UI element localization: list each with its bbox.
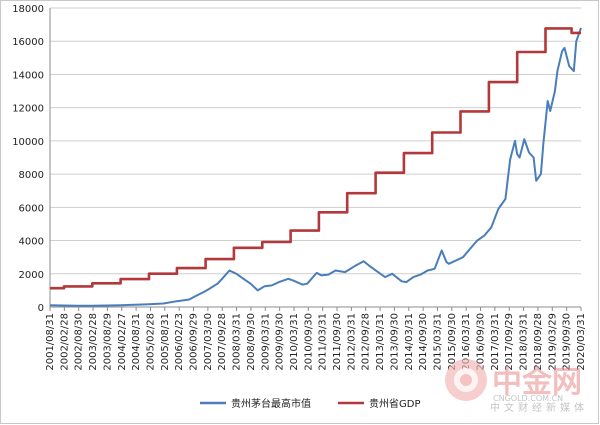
x-tick-label: 2018/03/31: [519, 313, 530, 371]
legend-label: 贵州省GDP: [369, 397, 420, 410]
x-tick-label: 2008/03/31: [232, 313, 243, 371]
x-tick-label: 2014/09/30: [418, 313, 429, 371]
y-tick-label: 18000: [12, 4, 44, 15]
y-tick-label: 14000: [12, 70, 44, 81]
x-tick-label: 2015/03/31: [432, 313, 443, 371]
x-tick-label: 2006/02/23: [174, 313, 185, 371]
x-tick-label: 2019/03/29: [547, 313, 558, 371]
x-tick-label: 2017/03/31: [490, 313, 501, 371]
watermark-tagline: 中文财经新媒体: [490, 401, 588, 414]
x-tick-label: 2014/03/31: [404, 313, 415, 371]
grid-lines: [50, 7, 581, 275]
x-tick-label: 2001/08/31: [45, 313, 56, 371]
x-tick-label: 2018/09/28: [533, 313, 544, 371]
x-tick-label: 2012/03/31: [346, 313, 357, 371]
x-tick-label: 2011/09/30: [332, 313, 343, 371]
x-tick-label: 2005/08/31: [160, 313, 171, 371]
x-tick-label: 2005/02/28: [145, 313, 156, 371]
legend: 贵州茅台最高市值 贵州省GDP: [200, 397, 420, 410]
x-axis-ticks: 2001/08/31 2002/02/28 2002/08/30 2003/02/28…: [45, 307, 587, 371]
y-tick-label: 6000: [19, 203, 44, 214]
x-tick-label: 2011/03/31: [318, 313, 329, 371]
x-tick-label: 2012/09/28: [361, 313, 372, 371]
x-tick-label: 2019/09/30: [562, 313, 573, 371]
x-tick-label: 2020/03/31: [576, 313, 587, 371]
y-tick-label: 2000: [19, 270, 44, 281]
x-tick-label: 2002/08/30: [74, 313, 85, 371]
x-tick-label: 2007/09/28: [217, 313, 228, 371]
x-tick-label: 2002/02/28: [59, 313, 70, 371]
x-tick-label: 2004/08/31: [131, 313, 142, 371]
x-tick-label: 2003/08/29: [102, 313, 113, 371]
watermark-logo-core: [460, 374, 472, 386]
x-tick-label: 2004/02/27: [117, 313, 128, 371]
legend-label: 贵州茅台最高市值: [231, 397, 311, 410]
watermark-brand: 中金网: [492, 365, 582, 400]
x-tick-label: 2010/09/30: [303, 313, 314, 371]
y-tick-label: 10000: [12, 137, 44, 148]
y-axis-ticks: 0 2000 4000 6000 8000 10000 12000 14000 16000 180…: [12, 4, 44, 314]
y-tick-label: 16000: [12, 37, 44, 48]
x-tick-label: 2013/09/30: [389, 313, 400, 371]
x-tick-label: 2016/03/31: [461, 313, 472, 371]
y-tick-label: 8000: [19, 170, 44, 181]
y-tick-label: 4000: [19, 237, 44, 248]
x-tick-label: 2013/03/31: [375, 313, 386, 371]
x-tick-label: 2017/09/29: [504, 313, 515, 371]
series-layer: [49, 27, 582, 307]
x-tick-label: 2006/09/29: [189, 313, 200, 371]
y-tick-label: 0: [38, 303, 44, 314]
x-tick-label: 2009/09/30: [275, 313, 286, 371]
watermark-url: CNGOLD.COM.CN: [493, 394, 563, 403]
x-tick-label: 2009/03/31: [260, 313, 271, 371]
series-line-2: [50, 27, 581, 290]
y-tick-label: 12000: [12, 104, 44, 115]
x-tick-label: 2015/09/30: [447, 313, 458, 371]
x-tick-label: 2003/02/28: [88, 313, 99, 371]
series-line-1: [49, 27, 582, 307]
watermark: 中金网 CNGOLD.COM.CN 中文财经新媒体: [445, 359, 588, 414]
x-tick-label: 2010/03/31: [289, 313, 300, 371]
x-tick-label: 2007/03/30: [203, 313, 214, 371]
x-tick-label: 2008/09/30: [246, 313, 257, 371]
x-tick-label: 2016/09/30: [476, 313, 487, 371]
x-axis: [49, 8, 581, 308]
